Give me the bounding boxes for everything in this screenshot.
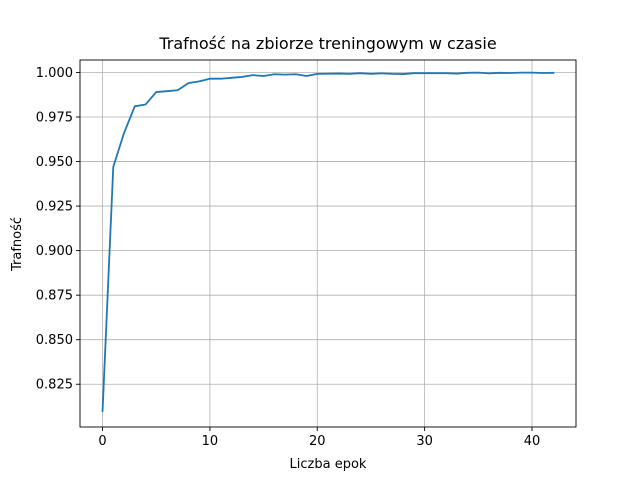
chart-title: Trafność na zbiorze treningowym w czasie [158, 34, 496, 53]
y-axis-label: Trafność [10, 217, 25, 272]
x-tick-label: 30 [416, 434, 433, 449]
x-tick-label: 40 [524, 434, 541, 449]
x-tick-label: 10 [202, 434, 219, 449]
y-tick-label: 0.900 [36, 244, 73, 259]
y-tick-label: 0.975 [36, 111, 73, 126]
plot-frame [79, 59, 577, 428]
x-ticks: 0 10 20 30 40 [98, 427, 540, 449]
x-axis-label: Liczba epok [290, 457, 367, 472]
y-tick-label: 0.950 [36, 155, 73, 170]
series-line [101, 71, 555, 412]
y-tick-label: 0.850 [36, 333, 73, 348]
x-tick-label: 0 [98, 434, 106, 449]
y-tick-label: 0.925 [36, 200, 73, 215]
y-tick-label: 0.825 [36, 378, 73, 393]
y-tick-label: 1.000 [36, 66, 73, 81]
axes [79, 59, 577, 428]
y-ticks: 0.825 0.850 0.875 0.900 0.925 0.950 0.975 1.000 [36, 66, 80, 393]
series-layer [101, 71, 555, 412]
y-tick-label: 0.875 [36, 289, 73, 304]
x-tick-label: 20 [309, 434, 326, 449]
